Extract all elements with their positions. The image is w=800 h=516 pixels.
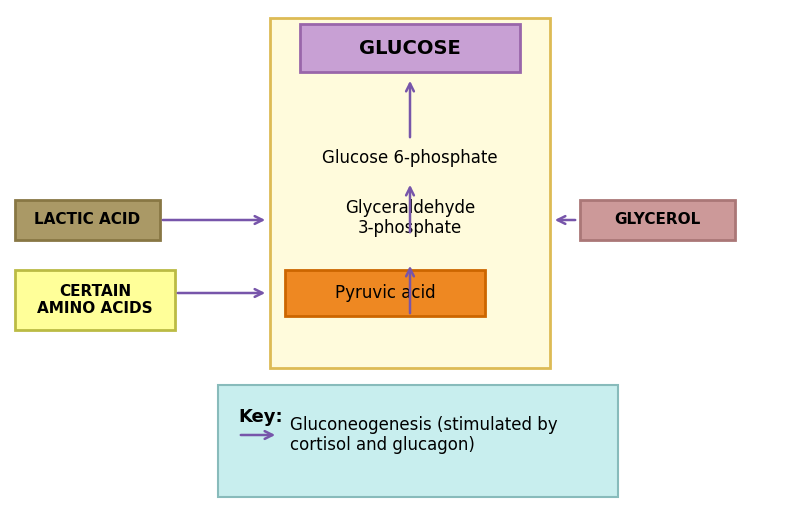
FancyBboxPatch shape xyxy=(285,270,485,316)
FancyBboxPatch shape xyxy=(300,24,520,72)
Text: CERTAIN
AMINO ACIDS: CERTAIN AMINO ACIDS xyxy=(37,284,153,316)
Text: LACTIC ACID: LACTIC ACID xyxy=(34,213,141,228)
Text: Pyruvic acid: Pyruvic acid xyxy=(334,284,435,302)
FancyBboxPatch shape xyxy=(270,18,550,368)
FancyBboxPatch shape xyxy=(580,200,735,240)
FancyBboxPatch shape xyxy=(218,385,618,497)
Text: Glyceraldehyde
3-phosphate: Glyceraldehyde 3-phosphate xyxy=(345,199,475,237)
Text: GLUCOSE: GLUCOSE xyxy=(359,39,461,57)
Text: Key:: Key: xyxy=(238,408,282,426)
FancyBboxPatch shape xyxy=(15,200,160,240)
FancyBboxPatch shape xyxy=(15,270,175,330)
Text: Gluconeogenesis (stimulated by
cortisol and glucagon): Gluconeogenesis (stimulated by cortisol … xyxy=(290,415,558,455)
Text: Glucose 6-phosphate: Glucose 6-phosphate xyxy=(322,149,498,167)
Text: GLYCEROL: GLYCEROL xyxy=(614,213,701,228)
